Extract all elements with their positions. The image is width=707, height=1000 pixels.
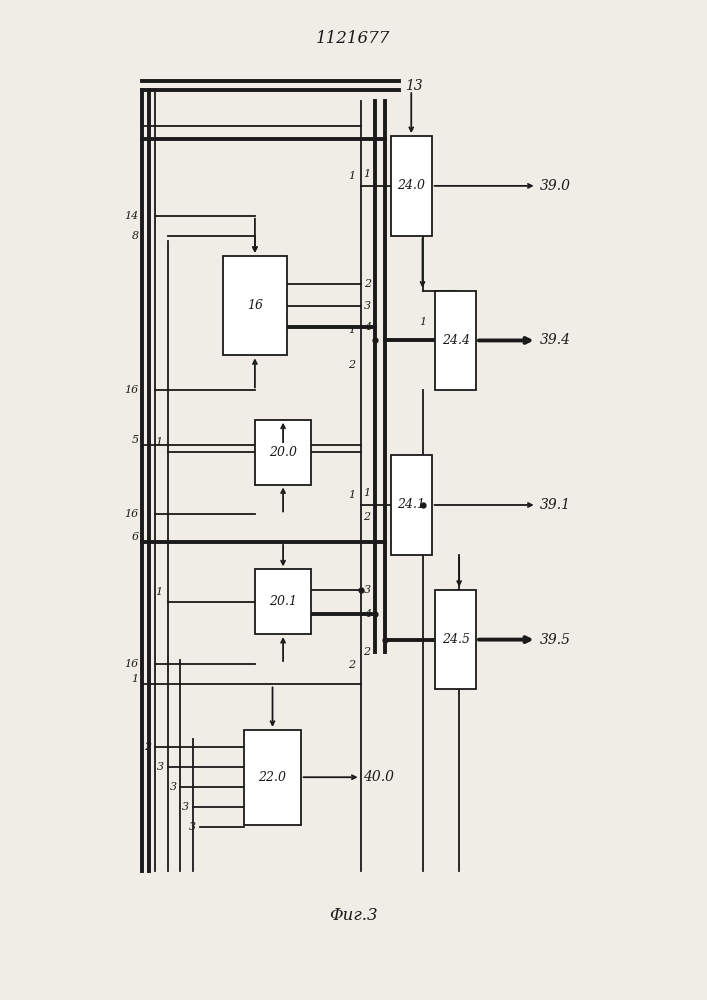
- Text: 6: 6: [132, 532, 139, 542]
- Text: 2: 2: [348, 660, 355, 670]
- Text: 16: 16: [124, 385, 139, 395]
- Bar: [391, 136, 432, 236]
- Text: 5: 5: [132, 435, 139, 445]
- Text: 1: 1: [132, 675, 139, 685]
- Text: 20.0: 20.0: [269, 446, 297, 459]
- Text: 1121677: 1121677: [316, 30, 391, 47]
- Text: 1: 1: [363, 169, 370, 179]
- Text: 8: 8: [132, 231, 139, 241]
- Text: 16: 16: [124, 659, 139, 669]
- Text: 2: 2: [363, 647, 370, 657]
- Text: 39.4: 39.4: [540, 333, 571, 347]
- Bar: [436, 291, 476, 390]
- Text: Φиг.3: Φиг.3: [329, 907, 378, 924]
- Bar: [255, 569, 311, 634]
- Text: 1: 1: [348, 325, 355, 335]
- Bar: [223, 256, 286, 355]
- Text: 3: 3: [364, 301, 371, 311]
- Text: 3: 3: [157, 762, 164, 772]
- Text: 2: 2: [348, 360, 355, 370]
- Bar: [436, 590, 476, 689]
- Text: 39.5: 39.5: [540, 633, 571, 647]
- Text: 1: 1: [348, 171, 355, 181]
- Text: 39.1: 39.1: [540, 498, 571, 512]
- Text: 24.5: 24.5: [442, 633, 469, 646]
- Text: 1: 1: [348, 490, 355, 500]
- Text: 40.0: 40.0: [363, 770, 394, 784]
- Text: 1: 1: [155, 437, 162, 447]
- Bar: [391, 455, 432, 555]
- Text: 3: 3: [170, 782, 177, 792]
- Text: 22.0: 22.0: [259, 771, 286, 784]
- Text: 1: 1: [363, 488, 370, 498]
- Text: 24.4: 24.4: [442, 334, 469, 347]
- Text: 13: 13: [405, 79, 423, 93]
- Text: 39.0: 39.0: [540, 179, 571, 193]
- Bar: [245, 730, 300, 825]
- Bar: [255, 420, 311, 485]
- Text: 2: 2: [363, 512, 370, 522]
- Text: 24.1: 24.1: [397, 498, 425, 511]
- Text: 20.1: 20.1: [269, 595, 297, 608]
- Text: 3: 3: [182, 802, 189, 812]
- Text: 2: 2: [144, 742, 151, 752]
- Text: 24.0: 24.0: [397, 179, 425, 192]
- Text: 3: 3: [364, 585, 371, 595]
- Text: 14: 14: [124, 211, 139, 221]
- Text: 1: 1: [155, 587, 162, 597]
- Text: 16: 16: [124, 509, 139, 519]
- Text: 4: 4: [364, 322, 371, 332]
- Text: 2: 2: [364, 279, 371, 289]
- Text: 4: 4: [364, 609, 371, 619]
- Text: 3: 3: [189, 822, 197, 832]
- Text: 16: 16: [247, 299, 263, 312]
- Text: 1: 1: [420, 317, 427, 327]
